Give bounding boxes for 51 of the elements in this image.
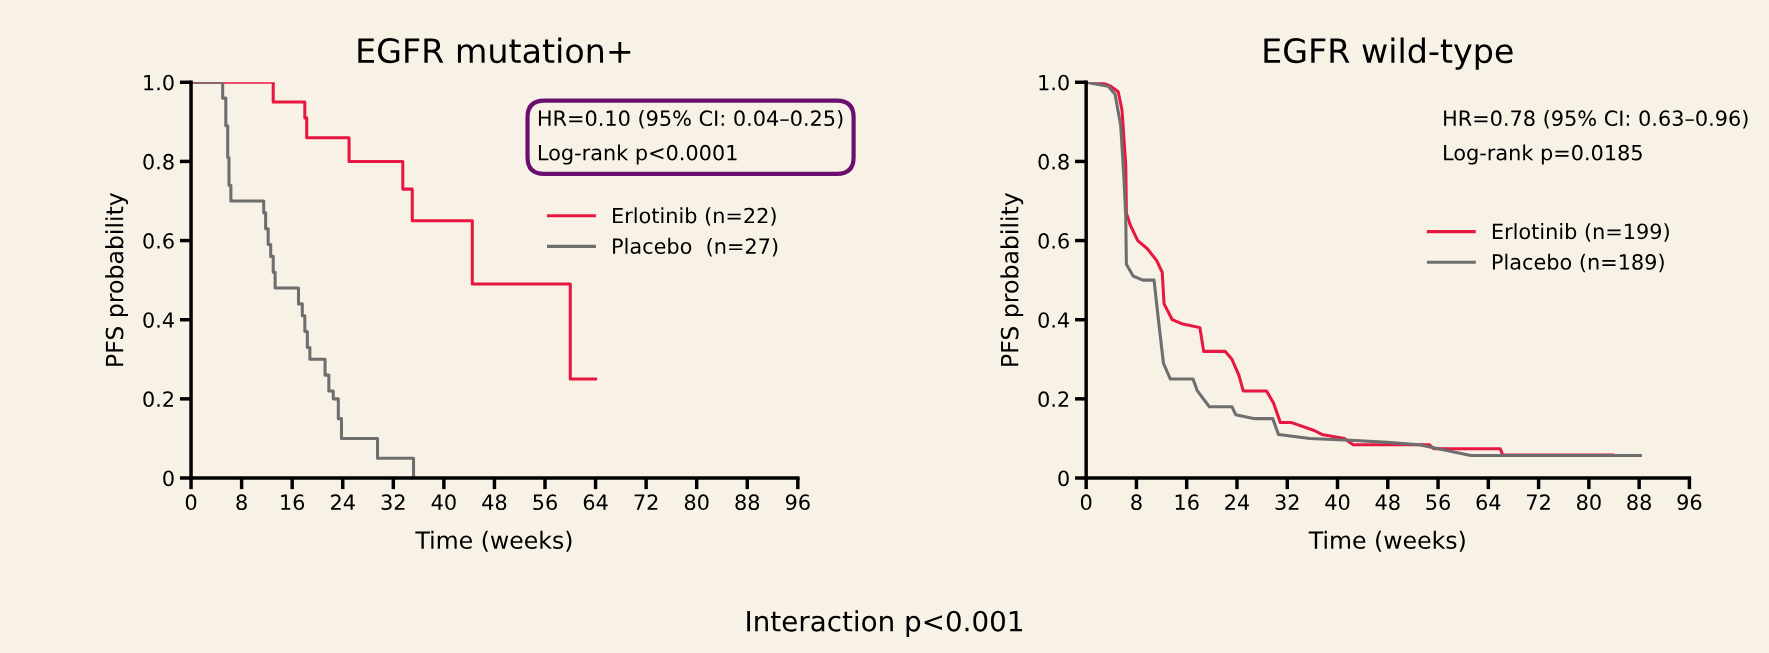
x-tick-label: 0 — [1080, 494, 1092, 511]
chart-title: EGFR wild-type — [1264, 37, 1513, 70]
x-tick-label: 80 — [684, 494, 709, 511]
legend-label: Placebo (n=189) — [1492, 253, 1664, 273]
x-axis-title: Time (weeks) — [415, 530, 572, 552]
legend-label: Erlotinib (n=199) — [1492, 223, 1669, 242]
x-tick-label: 88 — [735, 494, 760, 511]
x-tick-label: 96 — [1677, 494, 1702, 511]
text: Interaction p<0.001 — [747, 610, 1022, 638]
x-tick-label: 88 — [1627, 494, 1651, 511]
x-tick-label: 48 — [482, 494, 507, 511]
x-axis-title: Time (weeks) — [1308, 530, 1465, 552]
y-tick-label: 1.0 — [1039, 74, 1069, 91]
y-axis-title: PFS probability — [105, 192, 129, 366]
x-tick-label: 32 — [381, 494, 405, 511]
x-tick-label: 32 — [1275, 494, 1299, 511]
y-tick-label: 0 — [163, 470, 174, 487]
y-tick-label: 0.6 — [1038, 233, 1069, 249]
legend-label: Placebo (n=27) — [613, 237, 778, 257]
annotation: HR=0.10 (95% CI: 0.04–0.25) Log-rank p<0.0001 — [538, 110, 843, 165]
annotation: HR=0.78 (95% CI: 0.63–0.96) Log-rank p=0.0185 — [1444, 110, 1748, 165]
y-tick-label: 0.6 — [143, 233, 174, 249]
y-tick-label: 0.8 — [1038, 153, 1069, 170]
x-tick-label: 24 — [331, 494, 355, 510]
chart-title: EGFR mutation+ — [358, 37, 631, 64]
x-tick-label: 16 — [1175, 494, 1199, 511]
x-tick-label: 48 — [1375, 494, 1400, 511]
x-tick-label: 96 — [785, 494, 810, 511]
x-tick-label: 80 — [1577, 494, 1601, 511]
x-tick-label: 0 — [185, 494, 197, 511]
y-tick-label: 0.4 — [1038, 312, 1070, 328]
x-tick-label: 40 — [431, 494, 456, 511]
x-tick-label: 72 — [634, 494, 658, 510]
x-tick-label: 8 — [236, 494, 247, 511]
x-tick-label: 16 — [281, 494, 305, 511]
y-axis-title: PFS probability — [1000, 192, 1024, 366]
x-tick-label: 40 — [1325, 494, 1350, 511]
x-tick-label: 56 — [533, 494, 557, 511]
x-tick-label: 56 — [1426, 494, 1450, 511]
y-tick-label: 0 — [1058, 470, 1069, 487]
x-tick-label: 24 — [1225, 494, 1250, 510]
x-tick-label: 64 — [1476, 494, 1501, 511]
y-tick-label: 0.2 — [143, 391, 173, 408]
y-tick-label: 0.4 — [143, 312, 174, 328]
y-tick-label: 0.8 — [143, 153, 174, 170]
x-tick-label: 72 — [1527, 494, 1550, 510]
x-tick-label: 64 — [583, 494, 608, 511]
x-tick-label: 8 — [1131, 494, 1142, 511]
y-tick-label: 0.2 — [1038, 391, 1069, 408]
y-tick-label: 1.0 — [144, 74, 174, 91]
legend-label: Erlotinib (n=22) — [613, 207, 776, 226]
